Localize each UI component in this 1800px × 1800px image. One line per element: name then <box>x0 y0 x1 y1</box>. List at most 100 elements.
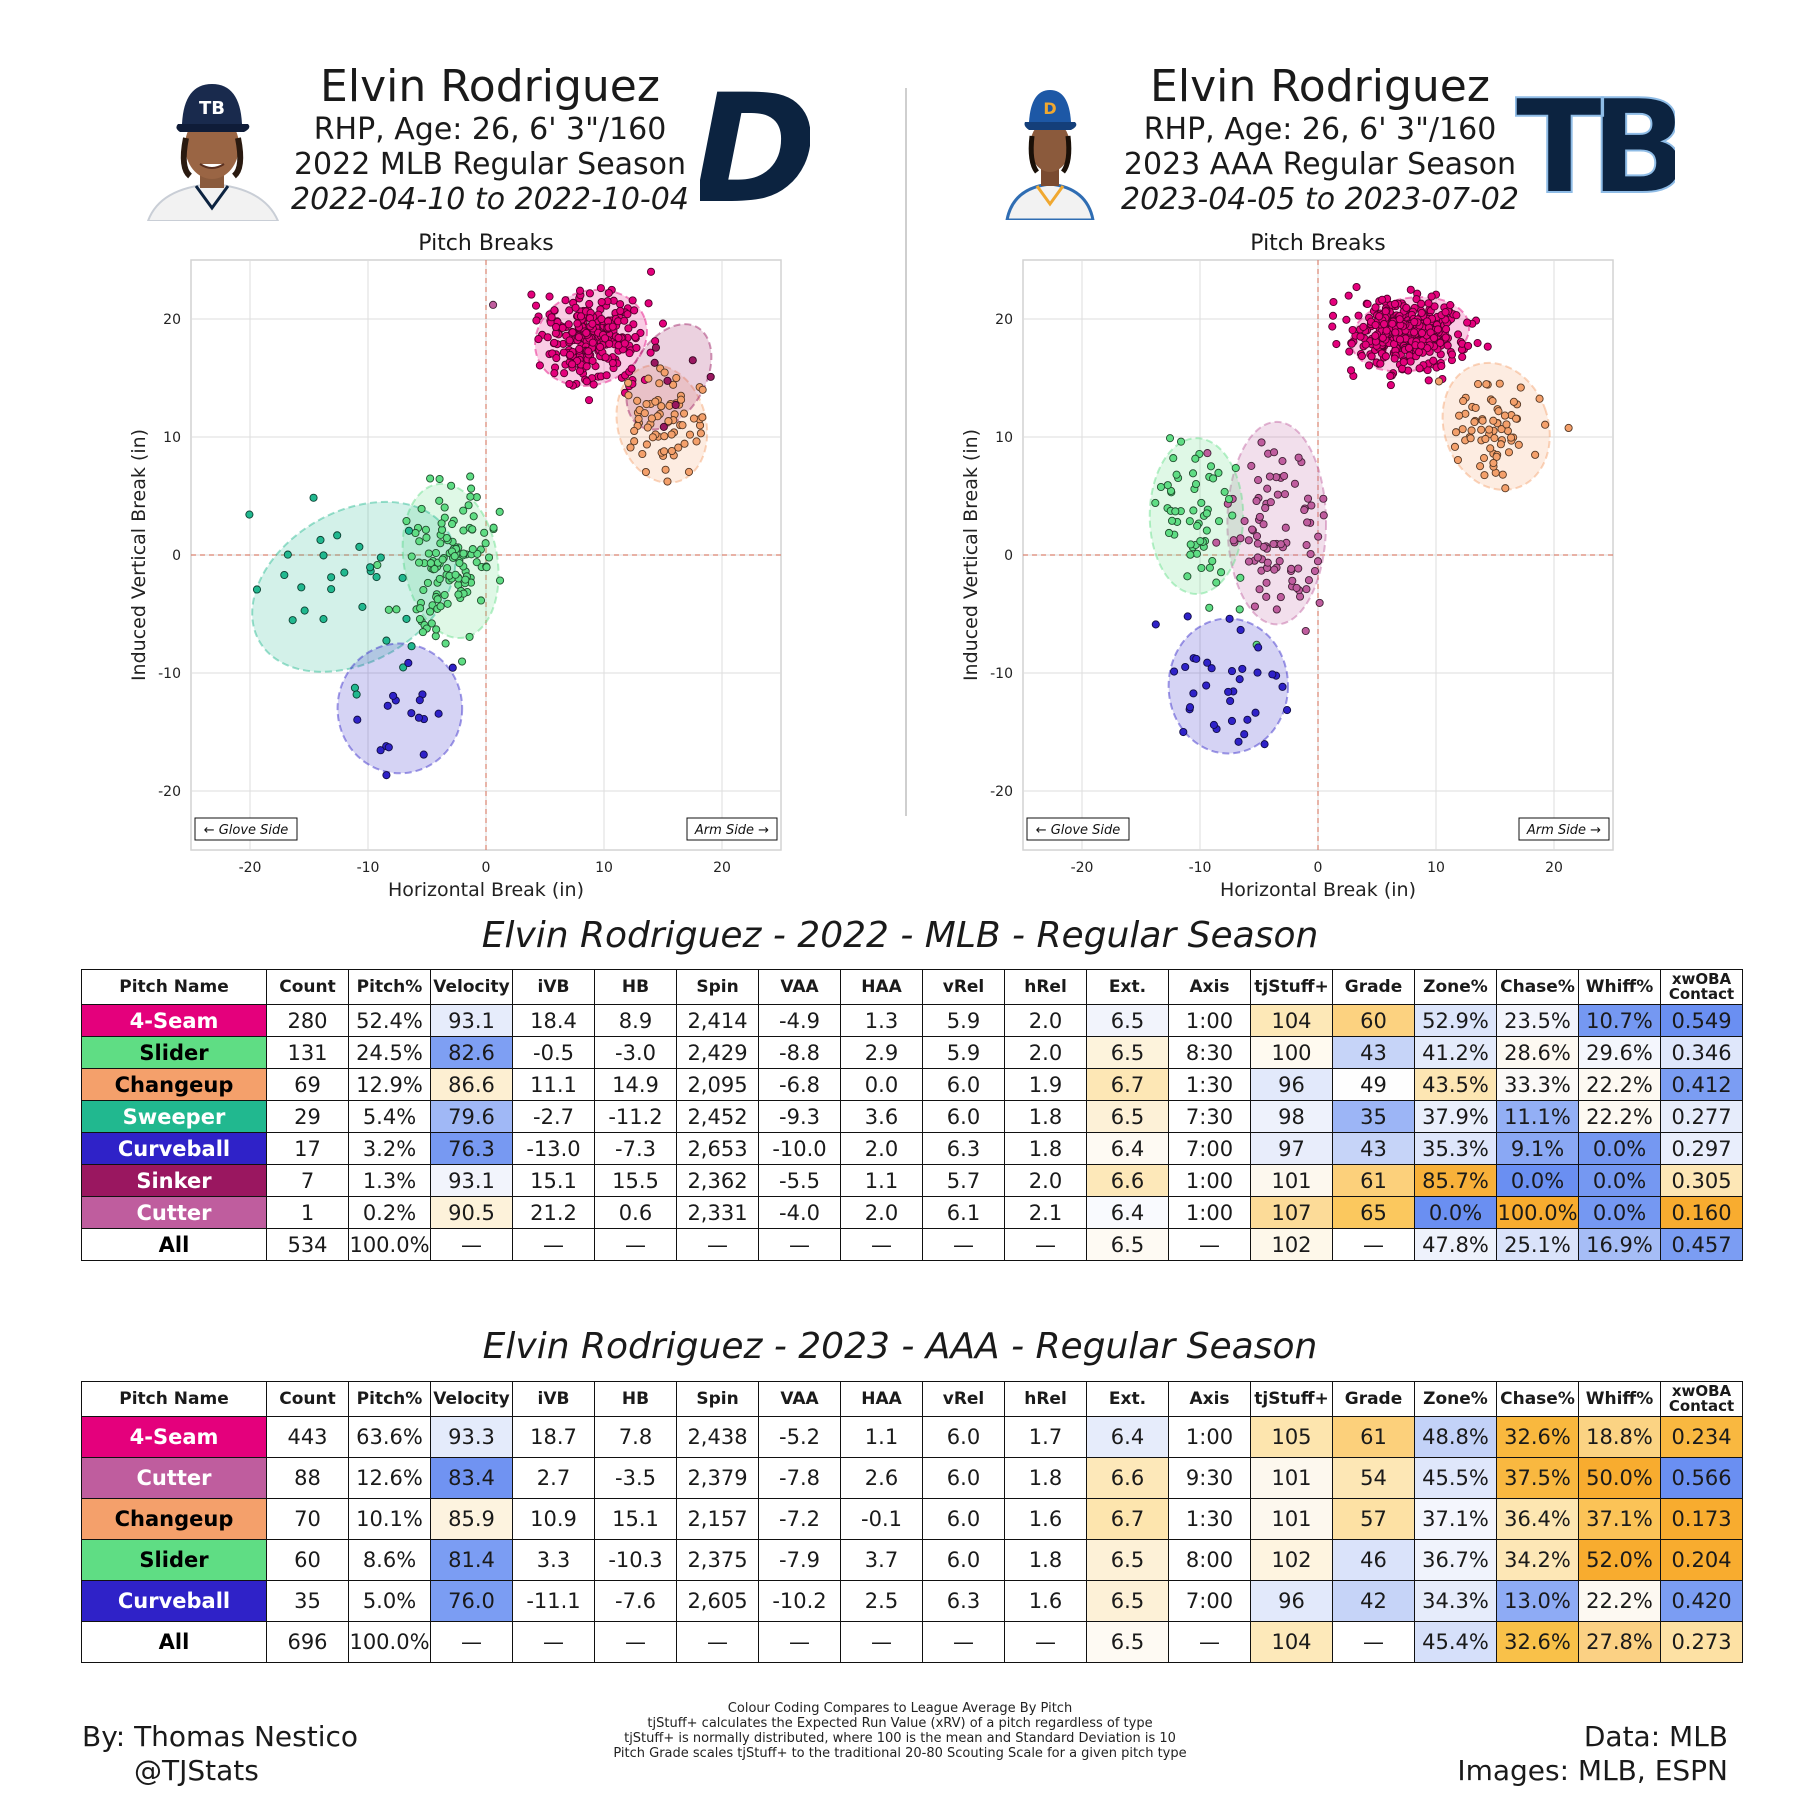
pitch-point-4-seam <box>1437 361 1446 371</box>
stat-cell-axis: 1:30 <box>1168 1068 1251 1101</box>
pitch-point-changeup <box>1467 426 1476 435</box>
table-title-2022: Elvin Rodriguez - 2022 - MLB - Regular S… <box>481 915 1319 956</box>
stat-cell-velocity: 93.3 <box>430 1416 513 1458</box>
stat-cell-vrel: 6.3 <box>922 1580 1005 1622</box>
stat-cell-zone: 34.3% <box>1414 1580 1497 1622</box>
stat-cell-haa: 1.3 <box>840 1004 923 1037</box>
pitch-point-4-seam <box>1381 352 1390 361</box>
pitch-point-changeup <box>663 477 672 486</box>
player-name: Elvin Rodriguez <box>320 61 660 112</box>
stat-cell-hb: -7.3 <box>594 1132 677 1165</box>
stat-cell-count: 696 <box>266 1621 349 1663</box>
stat-cell-ext: 6.5 <box>1086 1228 1169 1261</box>
stat-cell-tjstuff: 104 <box>1250 1621 1333 1663</box>
x-tick-label: 20 <box>713 860 731 876</box>
pitch-point-4-seam <box>1417 328 1427 338</box>
stat-cell-pitch: 63.6% <box>348 1416 431 1458</box>
column-header-whiff: Whiff% <box>1578 1381 1661 1417</box>
series-changeup <box>624 364 707 486</box>
pitch-point-changeup <box>642 440 651 449</box>
pitch-point-changeup <box>667 430 676 439</box>
pitch-point-cutter <box>1319 511 1328 520</box>
pitch-point-curveball <box>434 709 443 718</box>
stat-cell-ext: 6.4 <box>1086 1132 1169 1165</box>
pitch-stats-table-2022: Pitch Name Count Pitch% Velocity iVB HB Spin VA… <box>81 969 1743 1261</box>
series-cutter <box>1203 438 1328 636</box>
stat-cell-vaa: -7.2 <box>758 1498 841 1540</box>
pitch-point-changeup <box>692 437 701 446</box>
pitch-point-slider <box>1163 481 1172 490</box>
pitch-point-curveball <box>404 658 413 668</box>
pitch-point-cutter <box>1303 518 1312 527</box>
stat-cell-vaa: — <box>758 1228 841 1261</box>
pitch-point-cutter <box>1259 520 1268 529</box>
stat-cell-hb: 15.1 <box>594 1498 677 1540</box>
pitch-point-changeup <box>1459 396 1468 406</box>
arm-side-label: Arm Side → <box>1518 817 1610 841</box>
pitch-point-sweeper <box>316 535 325 545</box>
footnote-line: tjStuff+ calculates the Expected Run Val… <box>647 1716 1153 1731</box>
pitch-point-4-seam <box>1367 352 1376 361</box>
pitch-point-changeup <box>698 413 707 422</box>
x-tick-label: -10 <box>1189 860 1212 876</box>
pitch-point-changeup <box>651 397 660 406</box>
pitch-point-sweeper <box>319 615 328 624</box>
pitch-point-sinker <box>671 400 680 410</box>
stat-cell-count: 88 <box>266 1457 349 1499</box>
pitch-point-4-seam <box>1441 333 1450 342</box>
pitch-point-slider <box>1192 549 1202 558</box>
stat-cell-count: 60 <box>266 1539 349 1581</box>
pitch-point-slider <box>1205 563 1214 572</box>
stat-cell-vrel: — <box>922 1228 1005 1261</box>
stat-cell-grade: 42 <box>1332 1580 1415 1622</box>
chart-title: Pitch Breaks <box>1250 231 1385 256</box>
pitch-point-slider <box>442 533 451 543</box>
tigers-logo-icon: D <box>693 63 818 237</box>
pitch-point-4-seam <box>1328 322 1337 331</box>
pitch-point-4-seam <box>1376 359 1385 368</box>
pitch-point-slider <box>443 564 452 573</box>
pitch-point-slider <box>438 555 447 564</box>
stat-cell-zone: 37.9% <box>1414 1100 1497 1133</box>
column-header-velocity: Velocity <box>430 969 513 1005</box>
pitch-point-4-seam <box>630 306 639 315</box>
stat-cell-velocity: 79.6 <box>430 1100 513 1133</box>
footnote-line: tjStuff+ is normally distributed, where … <box>624 1731 1176 1746</box>
pitch-point-slider <box>464 501 473 510</box>
pitch-point-slider <box>1216 568 1226 577</box>
pitch-point-sweeper <box>283 550 292 559</box>
pitch-point-slider <box>495 507 504 516</box>
pitch-point-4-seam <box>568 328 577 337</box>
pitch-point-cutter <box>1252 496 1261 506</box>
pitch-point-4-seam <box>644 299 653 308</box>
pitch-point-changeup <box>667 446 676 456</box>
pitch-point-slider <box>441 639 450 648</box>
pitch-point-changeup <box>660 368 669 377</box>
pitch-point-4-seam <box>1354 311 1363 320</box>
stat-cell-velocity: 85.9 <box>430 1498 513 1540</box>
pitch-point-changeup <box>1489 416 1498 425</box>
pitch-point-changeup <box>640 409 649 418</box>
pitch-point-4-seam <box>1346 366 1356 375</box>
stat-cell-xwoba-contact: 0.297 <box>1660 1132 1743 1165</box>
pitch-point-slider <box>1208 557 1217 566</box>
stat-cell-chase: 11.1% <box>1496 1100 1579 1133</box>
svg-text:Arm Side →: Arm Side → <box>694 823 769 838</box>
rays-headshot-icon: TB <box>146 84 280 222</box>
pitch-point-cutter <box>1244 536 1253 545</box>
pitch-point-cutter <box>1276 593 1285 602</box>
pitch-breaks-chart-2023: Pitch Breaks -20 -10 0 10 20 -20 -10 0 10 20 Horizo… <box>960 231 1614 901</box>
stat-cell-vaa: -4.9 <box>758 1004 841 1037</box>
stat-cell-axis: 1:30 <box>1168 1498 1251 1540</box>
pitch-point-changeup <box>1489 458 1498 468</box>
pitch-point-4-seam <box>1429 356 1438 365</box>
pitch-point-4-seam <box>576 312 586 321</box>
pitch-point-4-seam <box>1329 297 1338 307</box>
pitch-point-cutter <box>1266 498 1275 507</box>
stat-cell-vaa: -5.2 <box>758 1416 841 1458</box>
pitch-point-cutter <box>1265 472 1274 481</box>
pitch-point-4-seam <box>1359 322 1368 331</box>
x-tick-label: 20 <box>1545 860 1563 876</box>
pitch-point-slider <box>392 605 401 614</box>
stat-cell-vaa: -9.3 <box>758 1100 841 1133</box>
